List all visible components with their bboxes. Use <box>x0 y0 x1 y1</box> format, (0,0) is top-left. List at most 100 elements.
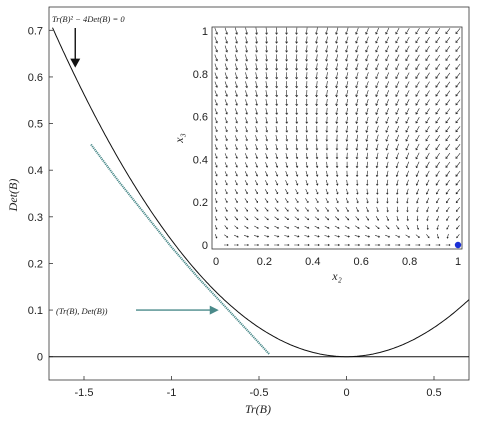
quiver-arrow <box>385 54 390 62</box>
quiver-arrow <box>395 45 400 53</box>
quiver-arrow <box>214 27 218 35</box>
quiver-arrow <box>224 225 228 230</box>
quiver-arrow <box>244 171 248 177</box>
quiver-arrow <box>355 36 359 44</box>
quiver-arrow <box>235 72 238 80</box>
quiver-arrow <box>416 197 419 204</box>
quiver-arrow <box>325 98 329 107</box>
quiver-arrow <box>405 63 410 71</box>
quiver-arrow <box>224 135 228 142</box>
quiver-arrow <box>385 99 389 106</box>
quiver-arrow <box>355 161 359 169</box>
quiver-arrow <box>325 107 329 116</box>
quiver-arrow <box>214 144 218 151</box>
quiver-arrow <box>445 161 451 168</box>
quiver-arrow <box>235 27 238 35</box>
main-x-ticks: -1.5 -1 -0.5 0 0.5 <box>75 387 442 399</box>
quiver-arrow <box>426 197 430 204</box>
quiver-arrow <box>295 152 299 160</box>
quiver-arrow <box>415 72 420 79</box>
quiver-arrow <box>315 89 319 98</box>
quiver-arrow <box>285 125 289 133</box>
quiver-arrow <box>455 81 461 88</box>
quiver-arrow <box>315 125 319 133</box>
quiver-arrow <box>305 161 309 169</box>
quiver-arrow <box>315 188 319 195</box>
quiver-arrow <box>435 99 441 106</box>
quiver-arrow <box>374 235 381 238</box>
quiver-arrow <box>405 90 410 97</box>
quiver-arrow <box>215 234 218 239</box>
annotation-discriminant-arrow <box>70 28 81 68</box>
quiver-arrow <box>234 234 239 238</box>
quiver-arrow <box>335 54 339 62</box>
quiver-arrow <box>265 72 269 80</box>
annotation-trace-det-label: (Tr(B), Det(B)) <box>56 306 108 316</box>
quiver-arrow <box>305 45 309 53</box>
quiver-arrow <box>455 135 461 142</box>
quiver-arrow <box>445 117 451 124</box>
quiver-arrow <box>325 134 329 142</box>
quiver-arrow <box>224 117 228 124</box>
quiver-arrow <box>305 134 309 142</box>
quiver-arrow <box>315 36 318 44</box>
quiver-arrow <box>224 126 228 133</box>
quiver-arrow <box>224 198 228 203</box>
quiver-arrow <box>345 107 349 116</box>
quiver-arrow <box>295 116 299 124</box>
main-x-axis-label: Tr(B) <box>245 402 271 416</box>
quiver-arrow <box>395 125 400 133</box>
quiver-arrow <box>415 63 420 71</box>
inset-y-tick-label: 0 <box>202 240 208 252</box>
quiver-arrow <box>224 153 228 159</box>
quiver-arrow <box>395 161 399 169</box>
quiver-arrow <box>406 188 409 195</box>
quiver-arrow <box>356 197 359 204</box>
quiver-arrow <box>284 207 289 212</box>
quiver-arrow <box>255 90 259 98</box>
quiver-arrow <box>235 99 238 106</box>
quiver-arrow <box>285 98 289 107</box>
quiver-arrow <box>275 54 279 62</box>
quiver-arrow <box>354 235 361 238</box>
quiver-arrow <box>435 81 441 88</box>
quiver-arrow <box>214 153 218 159</box>
quiver-arrow <box>395 234 401 238</box>
quiver-arrow <box>426 206 429 213</box>
quiver-arrow <box>415 188 419 195</box>
main-x-tick-label: 0 <box>343 387 349 399</box>
quiver-arrow <box>455 46 461 52</box>
quiver-arrow <box>254 189 258 195</box>
quiver-arrow <box>275 45 279 53</box>
quiver-arrow <box>396 215 399 222</box>
quiver-arrow <box>255 126 258 133</box>
quiver-arrow <box>245 36 249 44</box>
main-x-tick-label: -0.5 <box>250 387 269 399</box>
annotation-discriminant-label: Tr(B)² − 4Det(B) = 0 <box>52 14 125 24</box>
quiver-arrow <box>445 99 451 106</box>
quiver-arrow <box>224 171 228 177</box>
quiver-arrow <box>305 72 309 80</box>
quiver-arrow <box>406 224 410 230</box>
quiver-arrow <box>445 135 451 142</box>
quiver-arrow <box>425 72 430 79</box>
quiver-arrow <box>356 188 359 195</box>
quiver-arrow <box>385 161 389 169</box>
main-x-tick-label: -1.5 <box>75 387 94 399</box>
quiver-arrow <box>445 179 450 186</box>
quiver-arrow <box>436 215 440 221</box>
quiver-arrow <box>285 171 289 177</box>
quiver-arrow <box>265 144 269 151</box>
quiver-arrow <box>335 107 339 116</box>
quiver-arrow <box>375 125 379 133</box>
quiver-arrow <box>274 225 280 229</box>
quiver-arrow <box>336 179 339 186</box>
quiver-arrow <box>214 216 218 221</box>
quiver-arrow <box>254 243 260 247</box>
quiver-arrow <box>405 234 410 238</box>
quiver-arrow <box>335 63 339 71</box>
quiver-arrow <box>295 125 299 133</box>
quiver-arrow <box>395 108 400 115</box>
quiver-arrow <box>244 207 249 212</box>
quiver-arrow <box>445 90 451 97</box>
